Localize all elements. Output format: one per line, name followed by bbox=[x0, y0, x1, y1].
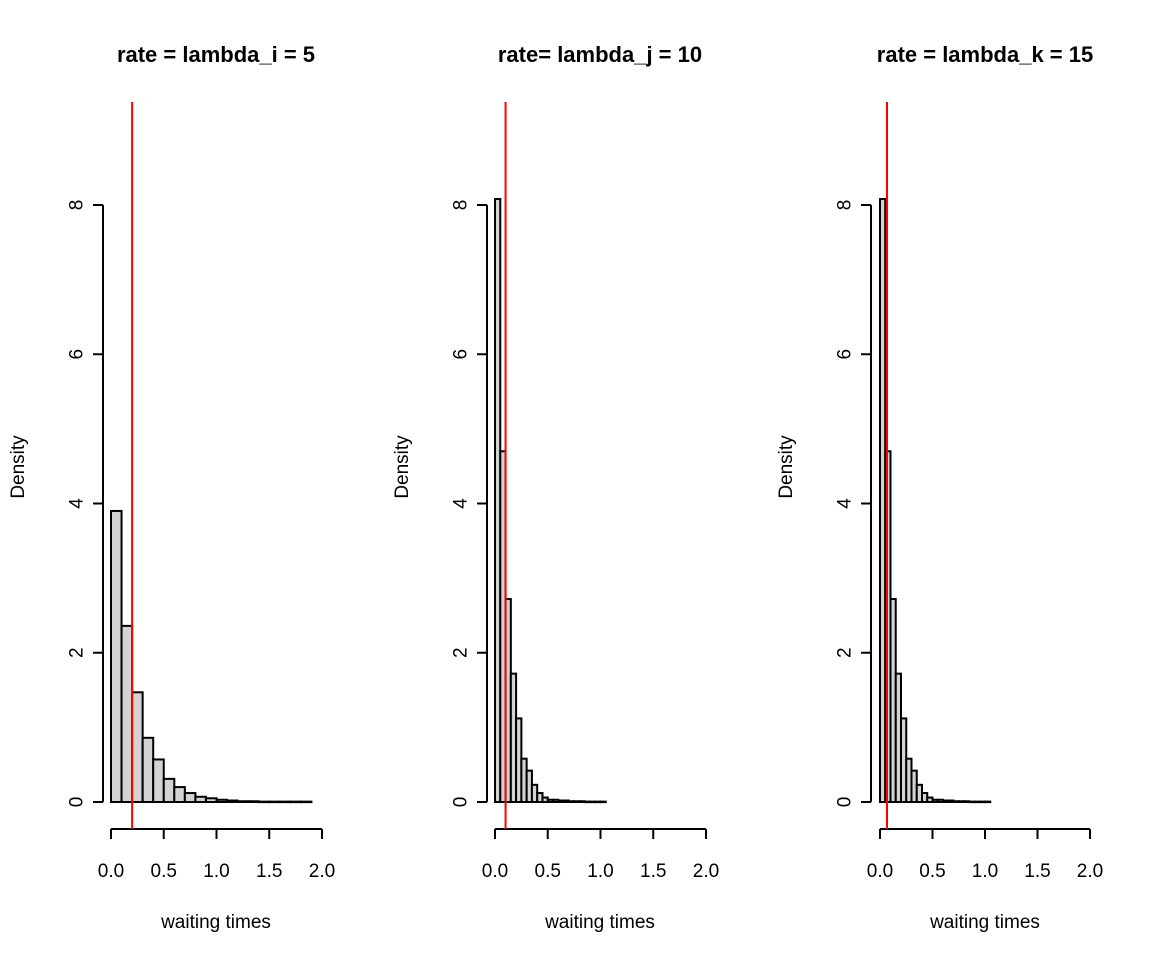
panel-2-bars bbox=[494, 198, 607, 804]
panel-3-x-tick-label: 2.0 bbox=[1077, 861, 1103, 882]
panel-2-y-axis: 0 2 4 6 8 bbox=[451, 200, 488, 808]
panel-1-bars bbox=[110, 509, 313, 804]
panel-3-x-tick-label: 0.0 bbox=[867, 861, 893, 882]
panel-1-bar bbox=[194, 795, 207, 803]
panel-3: rate = lambda_k = 15 0 2 4 6 8 0.0 0.5 1.0 1.5 2… bbox=[776, 42, 1103, 933]
panel-2-y-axis-label: Density bbox=[392, 435, 413, 499]
panel-1-title: rate = lambda_i = 5 bbox=[117, 42, 315, 67]
panel-1-y-tick-label: 8 bbox=[67, 200, 88, 211]
panel-3-x-tick-label: 1.0 bbox=[972, 861, 998, 882]
panel-1-bar bbox=[268, 800, 281, 804]
panel-1-bar bbox=[299, 800, 313, 804]
panel-1-x-axis-label: waiting times bbox=[160, 912, 271, 933]
panel-2: rate= lambda_j = 10 0 2 4 6 8 0.0 0.5 1.0 1.5 2.… bbox=[392, 42, 719, 933]
panel-1: rate = lambda_i = 5 0 2 4 6 8 0.0 0.5 1.0 1.5 2.… bbox=[8, 42, 335, 933]
panel-1-y-tick-label: 4 bbox=[67, 498, 88, 509]
panel-3-y-tick-label: 6 bbox=[835, 349, 856, 360]
panel-1-bar bbox=[278, 800, 292, 804]
panel-1-y-tick-label: 6 bbox=[67, 349, 88, 360]
panel-1-bar bbox=[110, 509, 123, 803]
panel-1-x-tick-label: 1.0 bbox=[203, 861, 229, 882]
panel-2-x-tick-label: 0.5 bbox=[535, 861, 561, 882]
panel-2-x-axis: 0.0 0.5 1.0 1.5 2.0 bbox=[482, 828, 719, 882]
panel-3-y-tick-label: 4 bbox=[835, 498, 856, 509]
panel-1-x-axis: 0.0 0.5 1.0 1.5 2.0 bbox=[98, 828, 335, 882]
panel-1-y-axis-label: Density bbox=[8, 435, 29, 499]
panel-3-x-axis: 0.0 0.5 1.0 1.5 2.0 bbox=[867, 828, 1103, 882]
panel-1-y-tick-label: 0 bbox=[67, 797, 88, 808]
panel-1-x-tick-label: 1.5 bbox=[256, 861, 282, 882]
panel-1-bar bbox=[204, 797, 218, 803]
panel-3-y-axis-label: Density bbox=[776, 435, 797, 499]
panel-1-bar bbox=[141, 736, 155, 804]
panel-2-y-tick-label: 4 bbox=[451, 498, 472, 509]
panel-1-bar bbox=[131, 691, 144, 804]
panel-1-y-tick-label: 2 bbox=[67, 647, 88, 658]
panel-1-bar bbox=[183, 792, 197, 803]
panel-2-y-tick-label: 0 bbox=[451, 797, 472, 808]
panel-2-x-tick-label: 1.0 bbox=[587, 861, 613, 882]
panel-2-bar bbox=[599, 800, 607, 804]
panel-1-bar bbox=[236, 800, 250, 803]
panel-2-y-tick-label: 2 bbox=[451, 647, 472, 658]
panel-1-bar bbox=[152, 758, 165, 803]
panel-2-title: rate= lambda_j = 10 bbox=[498, 42, 702, 67]
panel-2-y-tick-label: 8 bbox=[451, 200, 472, 211]
panel-2-x-tick-label: 0.0 bbox=[482, 861, 508, 882]
panel-2-x-tick-label: 2.0 bbox=[693, 861, 719, 882]
panel-1-y-axis: 0 2 4 6 8 bbox=[67, 200, 104, 808]
panel-1-x-tick-label: 0.5 bbox=[151, 861, 177, 882]
panel-1-bar bbox=[173, 786, 186, 804]
panel-3-y-tick-label: 0 bbox=[835, 797, 856, 808]
panel-1-x-tick-label: 2.0 bbox=[309, 861, 335, 882]
panel-1-bar bbox=[120, 624, 134, 804]
panel-1-bar bbox=[162, 777, 176, 804]
panel-3-y-tick-label: 8 bbox=[835, 200, 856, 211]
panel-3-title: rate = lambda_k = 15 bbox=[877, 42, 1093, 67]
panel-1-bar bbox=[289, 800, 302, 804]
panel-3-y-tick-label: 2 bbox=[835, 647, 856, 658]
panel-1-bar bbox=[226, 799, 239, 804]
panel-1-x-tick-label: 0.0 bbox=[98, 861, 124, 882]
panel-2-x-tick-label: 1.5 bbox=[640, 861, 666, 882]
panel-3-bar bbox=[984, 800, 992, 804]
panel-3-y-axis: 0 2 4 6 8 bbox=[835, 200, 872, 808]
panel-2-x-axis-label: waiting times bbox=[544, 912, 655, 933]
panel-2-y-tick-label: 6 bbox=[451, 349, 472, 360]
panel-3-x-tick-label: 1.5 bbox=[1024, 861, 1050, 882]
panel-3-x-axis-label: waiting times bbox=[929, 912, 1040, 933]
panel-1-bar bbox=[257, 800, 271, 804]
panel-1-bar bbox=[215, 798, 229, 803]
panel-3-x-tick-label: 0.5 bbox=[919, 861, 945, 882]
panel-1-bar bbox=[247, 800, 260, 803]
